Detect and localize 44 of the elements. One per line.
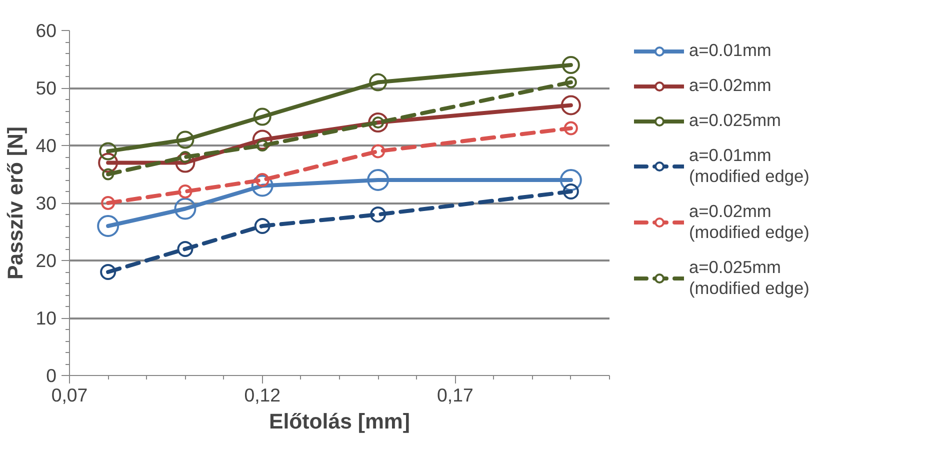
y-tick-label: 40: [36, 135, 57, 156]
point: [178, 184, 192, 198]
point: [564, 76, 577, 88]
point: [102, 168, 114, 180]
point: [562, 184, 579, 200]
point: [369, 73, 388, 92]
point: [99, 142, 118, 160]
y-tick-label: 0: [46, 365, 57, 386]
point: [560, 95, 581, 116]
point: [371, 144, 386, 158]
point: [564, 121, 578, 136]
y-tick-label: 50: [36, 78, 57, 98]
y-tick-label: 60: [36, 20, 57, 41]
point: [177, 241, 194, 257]
point: [367, 169, 390, 191]
y-axis-title: Passzív erő [N]: [4, 126, 28, 280]
legend-label: a=0.025mm: [689, 110, 781, 131]
legend-label: a=0.025mm (modified edge): [689, 257, 810, 299]
point: [368, 112, 388, 132]
point: [370, 206, 386, 222]
point: [101, 196, 116, 210]
point: [100, 264, 116, 280]
point: [251, 174, 274, 197]
point: [176, 130, 194, 149]
point: [562, 56, 580, 74]
point: [253, 108, 272, 126]
point: [97, 215, 120, 237]
point: [560, 169, 582, 191]
x-tick-label: 0,07: [51, 384, 88, 406]
legend-label: a=0.01mm (modified edge): [689, 145, 810, 187]
x-tick-label: 0,17: [437, 384, 474, 406]
y-tick-label: 10: [36, 308, 57, 328]
point: [175, 152, 196, 173]
x-axis-title: Előtolás [mm]: [268, 410, 410, 434]
y-tick-label: 20: [36, 250, 57, 271]
x-tick-label: 0,12: [244, 384, 281, 406]
point: [174, 198, 196, 220]
legend-label: a=0.02mm: [689, 75, 772, 96]
y-tick-label: 30: [36, 192, 57, 214]
point: [254, 218, 270, 234]
legend-label: a=0.01mm: [689, 40, 772, 61]
legend-label: a=0.02mm (modified edge): [689, 201, 810, 243]
point: [98, 152, 118, 173]
point: [252, 130, 272, 150]
